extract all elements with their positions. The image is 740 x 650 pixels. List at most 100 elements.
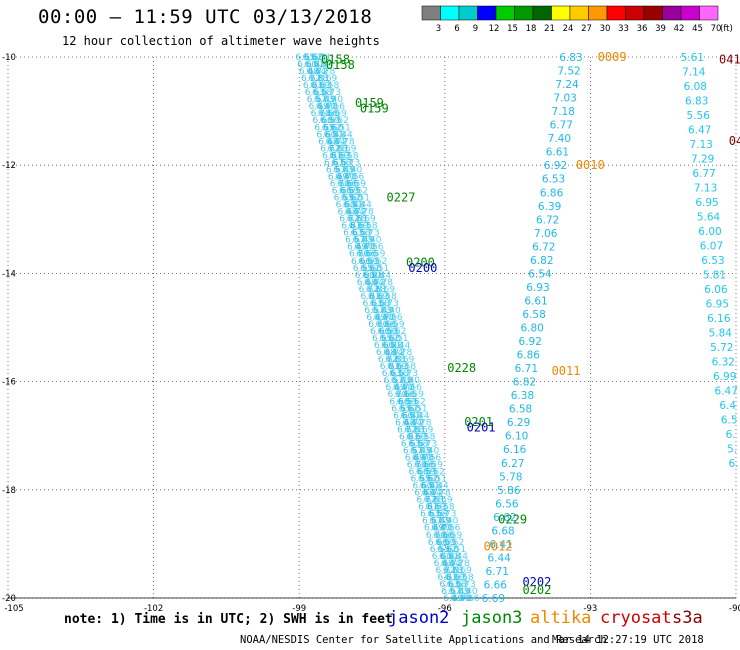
legend-s3a: s3a (672, 608, 703, 628)
track-value-jason3: 6.58 (331, 158, 351, 168)
track-value-jason3: 6.69 (387, 362, 407, 372)
data-point-altika: 7.18 (552, 106, 575, 118)
track-value-jason2: 6.55 (353, 264, 373, 274)
time-label: 0009 (598, 50, 627, 64)
data-point-cryosat: 6.08 (684, 81, 707, 93)
data-point-cryosat: 5.81 (703, 269, 726, 281)
track-value-jason2: 6.72 (339, 215, 359, 225)
time-label: 0011 (552, 364, 581, 378)
data-point-altika: 5.86 (497, 485, 521, 497)
track-value-jason3: 6.66 (325, 102, 345, 112)
track-value-jason2: 6.60 (374, 341, 394, 351)
track-value-jason3: 6.58 (408, 439, 428, 449)
track-value-jason3: 6.40 (412, 453, 432, 463)
track-value-jason3: 6.40 (354, 243, 374, 253)
track-value-jason2: 6.57 (307, 95, 327, 105)
track-value-jason3: 6.73 (340, 158, 360, 168)
track-value-jason3: 6.59 (416, 468, 436, 478)
track-value-jason2: 6.48 (357, 278, 377, 288)
track-value-jason3: 6.69 (310, 81, 330, 91)
track-value-jason3: 6.40 (458, 587, 478, 597)
track-value-jason2: 6.81 (322, 151, 342, 161)
track-value-jason2: 6.72 (443, 559, 463, 569)
track-value-jason2: 6.66 (389, 397, 409, 407)
track-value-jason2: 6.66 (370, 327, 390, 337)
track-value-jason2: 6.63 (408, 432, 428, 442)
track-value-jason3: 6.66 (440, 524, 460, 534)
track-value-jason2: 6.81 (361, 292, 381, 302)
x-tick-label: -105 (4, 604, 23, 612)
track-value-jason3: 6.78 (335, 137, 355, 147)
track-value-jason2: 6.49 (328, 172, 348, 182)
data-point-cryosat: 6.5 (721, 414, 738, 426)
track-value-jason3: 6.73 (429, 517, 449, 527)
data-point-cryosat: 6.95 (695, 197, 718, 209)
colorbar-swatch (458, 5, 478, 21)
track-value-jason3: 6.78 (431, 489, 451, 499)
track-value-jason3: 6.73 (417, 439, 437, 449)
track-value-jason2: 6.60 (323, 123, 343, 133)
colorbar-label: 6 (454, 24, 459, 34)
track-value-jason3: 6.66 (414, 461, 434, 471)
data-point-altika: 6.44 (487, 552, 511, 564)
track-value-jason3: 6.51 (408, 404, 428, 414)
data-point-altika: 6.82 (530, 255, 553, 267)
track-value-jason2: 6.72 (301, 74, 321, 84)
data-point-altika: 6.38 (511, 390, 534, 402)
track-value-jason3: 6.44 (326, 137, 346, 147)
track-value-jason3: 6.73 (456, 580, 476, 590)
data-point-cryosat: 6. (729, 458, 739, 470)
track-value-jason2: 6.48 (402, 411, 422, 421)
track-value-jason2: 6.70 (330, 179, 350, 189)
x-tick-label: -93 (583, 604, 597, 612)
data-point-altika: 6.66 (484, 579, 508, 591)
colorbar-swatch (514, 5, 534, 21)
track-value-jason3: 6.58 (447, 580, 467, 590)
data-point-cryosat: 5.61 (681, 52, 704, 64)
data-point-altika: 6.41 (489, 539, 512, 551)
track-value-jason2: 6.81 (387, 355, 407, 365)
data-point-cryosat: 5.64 (697, 211, 721, 223)
track-value-jason3: 6.44 (441, 559, 461, 569)
colorbar-swatch (421, 5, 441, 21)
y-tick-label: -12 (2, 161, 16, 171)
track-value-jason2: 6.57 (364, 306, 384, 316)
track-value-jason2: 6.70 (387, 390, 407, 400)
track-value-jason2: 6.57 (403, 446, 423, 456)
data-point-altika: 6.69 (482, 593, 505, 605)
time-label: 0012 (484, 540, 513, 554)
track-value-jason2: 6.60 (393, 411, 413, 421)
track-value-jason3: 6.51 (401, 411, 421, 421)
track-value-jason2: 6.55 (322, 116, 342, 126)
track-value-jason2: 6.60 (400, 404, 420, 414)
time-label: 0202 (522, 583, 551, 597)
track-value-jason2: 6.63 (389, 362, 409, 372)
data-point-altika: 6.93 (526, 282, 549, 294)
track-value-jason3: 6.51 (343, 201, 363, 211)
legend-jason3: jason3 (461, 608, 523, 628)
track-value-jason3: 6.66 (402, 383, 422, 393)
track-value-jason3: 6.44 (352, 201, 372, 211)
colorbar-swatch (551, 5, 571, 21)
data-point-altika: 7.24 (555, 79, 579, 91)
track-value-jason2: 6.55 (391, 404, 411, 414)
track-value-jason3: 6.73 (436, 510, 456, 520)
track-value-jason2: 6.72 (327, 137, 347, 147)
data-point-altika: 6.82 (513, 377, 536, 389)
time-label: 0158 (326, 58, 355, 72)
track-value-jason2: 6.48 (364, 271, 384, 281)
track-value-jason2: 6.66 (416, 461, 436, 471)
track-value-jason3: 6.73 (372, 306, 392, 316)
legend-altika: altika (530, 608, 592, 628)
track-value-jason2: 6.63 (446, 573, 466, 583)
track-value-jason3: 6.58 (435, 503, 455, 513)
track-value-jason3: 6.62 (322, 123, 342, 133)
track-value-jason3: 6.44 (390, 341, 410, 351)
data-point-altika: 6.72 (536, 214, 559, 226)
track-value-jason2: 6.66 (377, 320, 397, 330)
x-tick-label: -99 (292, 604, 306, 612)
track-value-jason2: 6.72 (308, 67, 328, 77)
colorbar-label: 21 (544, 24, 555, 34)
track-value-jason3: 6.78 (404, 425, 424, 435)
track-value-jason2: 6.81 (445, 566, 465, 576)
